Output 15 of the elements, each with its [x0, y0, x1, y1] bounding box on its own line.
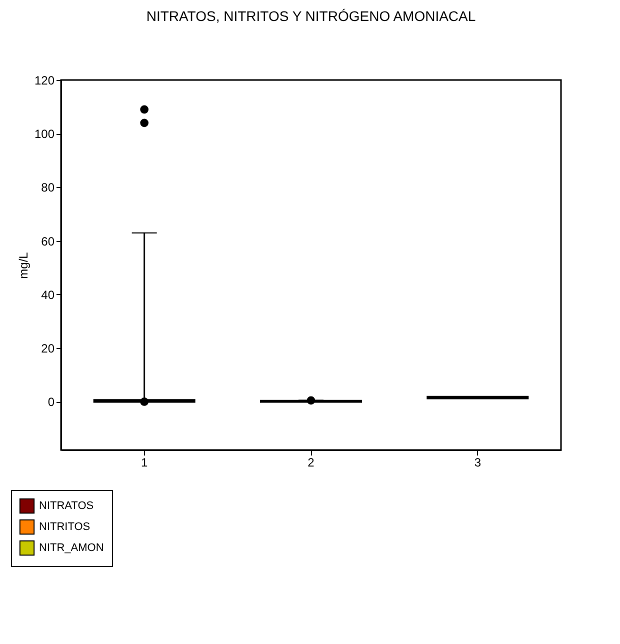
- y-tick-label: 0: [48, 395, 55, 410]
- y-tick-label: 40: [41, 288, 55, 302]
- y-tick-label: 20: [41, 342, 55, 356]
- legend-label: NITRITOS: [39, 521, 90, 533]
- x-tick-label: 1: [140, 456, 148, 470]
- y-axis-title: mg/L: [16, 252, 30, 279]
- y-tick-label: 80: [41, 180, 55, 195]
- y-tick-label: 100: [34, 127, 55, 142]
- chart-title: NITRATOS, NITRITOS Y NITRÓGENO AMONIACAL: [146, 8, 476, 24]
- legend-label: NITR_AMON: [39, 542, 104, 554]
- x-tick-label: 2: [308, 456, 315, 470]
- y-tick-label: 60: [41, 234, 55, 248]
- legend-label: NITRATOS: [39, 500, 94, 512]
- y-tick-label: 120: [34, 74, 55, 88]
- x-tick-label: 3: [474, 456, 482, 470]
